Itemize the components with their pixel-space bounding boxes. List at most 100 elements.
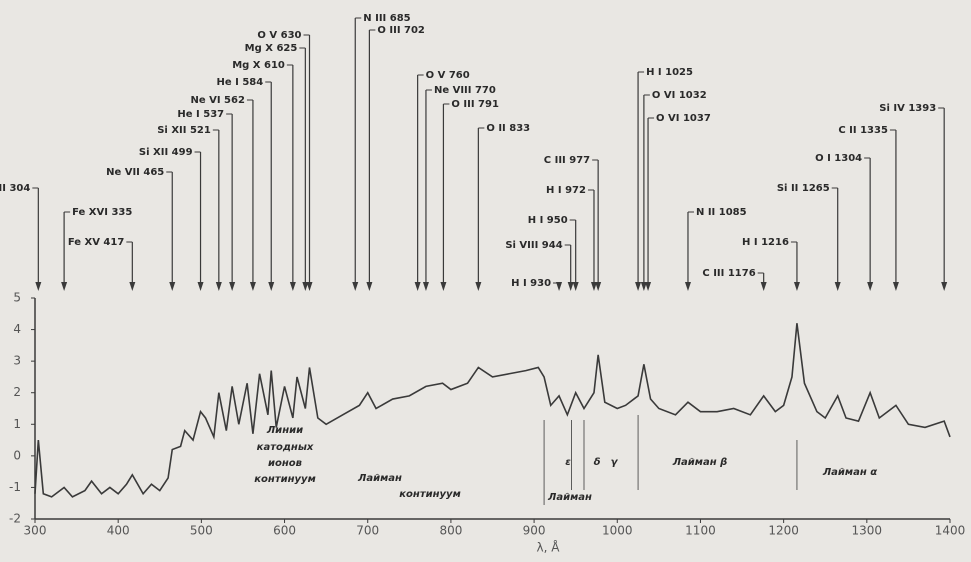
line-label: O V 630 [257, 30, 301, 41]
line-label: Si II 1265 [777, 183, 830, 194]
line-label: N II 1085 [696, 207, 747, 218]
x-tick-label: 500 [190, 524, 213, 538]
line-label: O VI 1032 [652, 90, 707, 101]
x-tick-label: 1300 [852, 524, 883, 538]
x-tick-label: 1200 [768, 524, 799, 538]
arrow-head [440, 282, 447, 291]
arrow-head [352, 282, 359, 291]
line-label: He I 537 [177, 109, 224, 120]
arrow-head [635, 282, 642, 291]
line-label: H I 972 [546, 185, 586, 196]
line-label: Ne VIII 770 [434, 85, 496, 96]
arrow-head [289, 282, 296, 291]
line-label: C II 1335 [838, 125, 888, 136]
arrow-head [684, 282, 691, 291]
line-label: O V 760 [426, 70, 470, 81]
line-label: H I 1025 [646, 67, 693, 78]
y-tick-label: -1 [9, 480, 21, 494]
region-label: Лайман β [672, 457, 728, 468]
arrow-head [572, 282, 579, 291]
y-tick-label: 3 [13, 354, 21, 368]
x-tick-label: 700 [356, 524, 379, 538]
arrow-head [35, 282, 42, 291]
line-label: Si VIII 944 [505, 240, 562, 251]
arrow-head [414, 282, 421, 291]
arrow-head [567, 282, 574, 291]
arrow-head [302, 282, 309, 291]
line-label: Ne VII 465 [106, 167, 164, 178]
region-label: континуум [254, 474, 316, 485]
line-label: Ne VI 562 [190, 95, 244, 106]
x-tick-label: 400 [107, 524, 130, 538]
arrow-head [645, 282, 652, 291]
arrow-head [197, 282, 204, 291]
line-label: N III 685 [363, 13, 410, 24]
arrow-head [169, 282, 176, 291]
region-label: γ [611, 457, 619, 468]
arrow-head [229, 282, 236, 291]
x-tick-label: 1400 [935, 524, 966, 538]
arrow-head [366, 282, 373, 291]
y-tick-label: 0 [13, 448, 21, 462]
arrow-head [590, 282, 597, 291]
arrow-head [475, 282, 482, 291]
line-label: Mg X 625 [245, 43, 298, 54]
region-label: δ [594, 457, 601, 468]
arrow-head [941, 282, 948, 291]
x-axis-label: λ, Å [537, 540, 561, 555]
line-label: Fe XV 417 [68, 237, 125, 248]
spectrum-line [34, 323, 951, 498]
line-label: Mg X 610 [232, 60, 285, 71]
line-label: O II 833 [486, 123, 530, 134]
y-tick-label: 1 [13, 417, 21, 431]
line-label: Si XII 499 [139, 147, 193, 158]
line-label: C III 1176 [702, 268, 755, 279]
line-label: Si IV 1393 [879, 103, 936, 114]
line-label: O I 1304 [815, 153, 862, 164]
region-label: ε [565, 457, 571, 468]
region-label: ионов [268, 458, 302, 469]
region-label: Лайман [547, 492, 592, 503]
arrow-head [640, 282, 647, 291]
arrow-head [834, 282, 841, 291]
x-tick-label: 800 [439, 524, 462, 538]
x-tick-label: 600 [273, 524, 296, 538]
line-label: H I 1216 [742, 237, 789, 248]
line-label: Fe XVI 335 [72, 207, 132, 218]
arrow-head [892, 282, 899, 291]
arrow-head [760, 282, 767, 291]
arrow-head [793, 282, 800, 291]
y-tick-label: 2 [13, 385, 21, 399]
line-label: H I 950 [528, 215, 568, 226]
arrow-head [268, 282, 275, 291]
arrow-head [215, 282, 222, 291]
region-label: Лайман α [822, 467, 877, 478]
region-label: катодных [257, 442, 314, 453]
y-tick-label: 4 [13, 322, 21, 336]
line-label: O VI 1037 [656, 113, 711, 124]
line-label: Si XII 521 [157, 125, 211, 136]
arrow-head [306, 282, 313, 291]
line-label: H I 930 [511, 278, 551, 289]
region-label: континуум [399, 489, 461, 500]
x-tick-label: 1000 [602, 524, 633, 538]
arrow-head [422, 282, 429, 291]
arrow-head [249, 282, 256, 291]
line-label: C III 977 [544, 155, 590, 166]
line-label: He I 584 [217, 77, 264, 88]
x-tick-label: 900 [523, 524, 546, 538]
arrow-head [867, 282, 874, 291]
arrow-head [556, 282, 563, 291]
x-tick-label: 300 [24, 524, 47, 538]
region-label: Лайман [357, 473, 402, 484]
region-label: Линии [266, 425, 303, 436]
line-label: O III 702 [377, 25, 425, 36]
y-tick-label: 5 [13, 291, 21, 305]
y-tick-label: -2 [9, 512, 21, 526]
line-label: He II 304 [0, 183, 30, 194]
arrow-head [61, 282, 68, 291]
arrow-head [129, 282, 136, 291]
arrow-head [595, 282, 602, 291]
